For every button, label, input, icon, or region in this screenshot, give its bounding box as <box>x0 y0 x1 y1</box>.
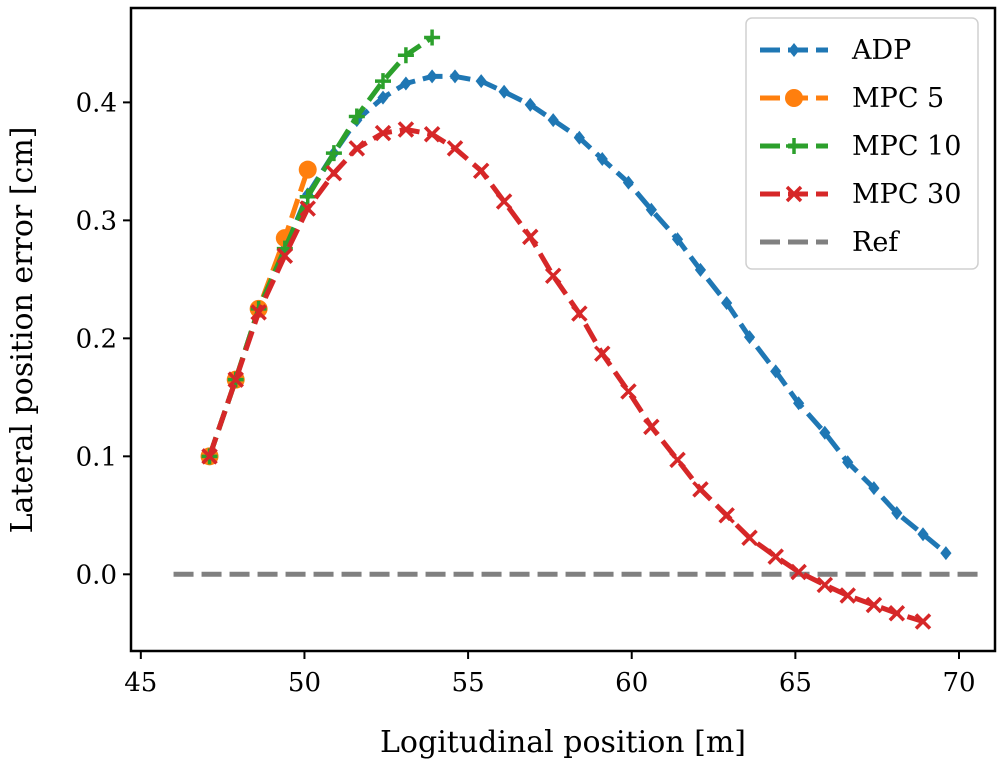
data-point <box>423 126 441 143</box>
data-point <box>620 383 637 400</box>
data-point <box>498 84 510 99</box>
data-point <box>622 175 635 190</box>
legend-marker <box>786 138 802 154</box>
x-tick-label: 65 <box>779 668 812 698</box>
data-point <box>201 448 218 465</box>
y-tick-label: 0.2 <box>76 324 117 354</box>
data-point <box>522 228 539 246</box>
legend-item: ADP <box>760 35 911 66</box>
data-point <box>594 345 611 362</box>
y-axis-label: Lateral position error [cm] <box>5 127 40 534</box>
x-tick-label: 60 <box>615 668 648 698</box>
data-point <box>741 529 758 546</box>
data-point <box>793 396 805 411</box>
x-axis-label: Logitudinal position [m] <box>380 725 746 760</box>
data-point <box>718 507 735 524</box>
data-point <box>743 330 756 345</box>
data-point <box>891 505 903 520</box>
data-point <box>573 130 585 145</box>
data-point <box>571 305 588 322</box>
legend-label: ADP <box>851 35 911 66</box>
data-point <box>325 164 343 182</box>
data-point <box>227 371 244 388</box>
data-point <box>596 152 608 167</box>
data-point <box>472 162 490 180</box>
data-point <box>790 563 807 581</box>
legend-label: MPC 10 <box>852 131 961 162</box>
data-point <box>671 232 684 247</box>
data-point <box>645 202 657 217</box>
x-tick-label: 45 <box>124 668 157 698</box>
data-point <box>914 613 932 630</box>
legend-item: MPC 30 <box>760 179 961 210</box>
data-point <box>865 596 883 614</box>
data-point <box>940 546 952 561</box>
data-point <box>767 548 784 565</box>
data-point <box>917 527 929 542</box>
data-point <box>524 97 536 112</box>
series-line <box>207 35 434 458</box>
data-point <box>325 145 342 162</box>
data-point <box>547 113 559 128</box>
data-point <box>816 576 834 594</box>
legend-label: MPC 5 <box>852 83 944 114</box>
legend-box <box>745 17 979 270</box>
legend-label: MPC 30 <box>852 179 961 210</box>
plot-frame <box>129 6 997 653</box>
data-point <box>819 425 831 440</box>
legend: ADP MPC 5 MPC 10 MPC 30 Ref <box>745 17 979 270</box>
data-point <box>721 295 733 310</box>
data-point <box>400 76 412 91</box>
data-point <box>544 267 562 285</box>
legend-item: MPC 5 <box>760 83 944 114</box>
data-point <box>299 200 316 217</box>
data-point <box>377 90 389 105</box>
y-tick-label: 0.1 <box>76 442 117 472</box>
data-point <box>842 455 854 470</box>
legend-item: Ref <box>760 227 900 258</box>
series-group <box>173 29 979 630</box>
x-tick-label: 70 <box>942 668 975 698</box>
series-3 <box>201 121 932 630</box>
data-point <box>692 481 709 498</box>
data-point <box>348 140 366 157</box>
series-2 <box>201 29 441 465</box>
axis-ticks: 45 50 55 60 65 70 0.0 0.1 0.2 0.3 0.4 <box>76 88 976 698</box>
data-point <box>299 188 316 205</box>
data-point <box>397 121 415 138</box>
data-point <box>868 481 880 496</box>
data-point <box>888 605 906 622</box>
data-point <box>250 304 267 321</box>
data-point <box>374 124 392 142</box>
y-tick-label: 0.3 <box>76 206 117 236</box>
data-point <box>669 451 686 469</box>
data-point <box>397 47 414 64</box>
data-point <box>643 418 660 436</box>
data-point <box>495 193 513 210</box>
data-point <box>770 364 782 379</box>
data-point <box>839 587 856 604</box>
legend-item: MPC 10 <box>760 131 961 162</box>
data-point <box>449 69 461 84</box>
legend-label: Ref <box>852 227 900 258</box>
data-point <box>298 160 317 179</box>
data-point <box>426 69 438 84</box>
x-tick-label: 50 <box>288 668 321 698</box>
legend-marker <box>788 43 800 57</box>
x-tick-label: 55 <box>452 668 485 698</box>
legend-marker <box>785 185 803 203</box>
data-point <box>348 108 365 125</box>
y-tick-label: 0.4 <box>76 88 117 118</box>
data-point <box>694 262 707 277</box>
data-point <box>475 74 487 89</box>
legend-marker <box>785 89 803 107</box>
data-point <box>276 247 294 264</box>
y-tick-label: 0.0 <box>76 560 117 590</box>
data-point <box>375 73 391 90</box>
data-point <box>446 140 464 157</box>
data-point <box>424 29 441 46</box>
